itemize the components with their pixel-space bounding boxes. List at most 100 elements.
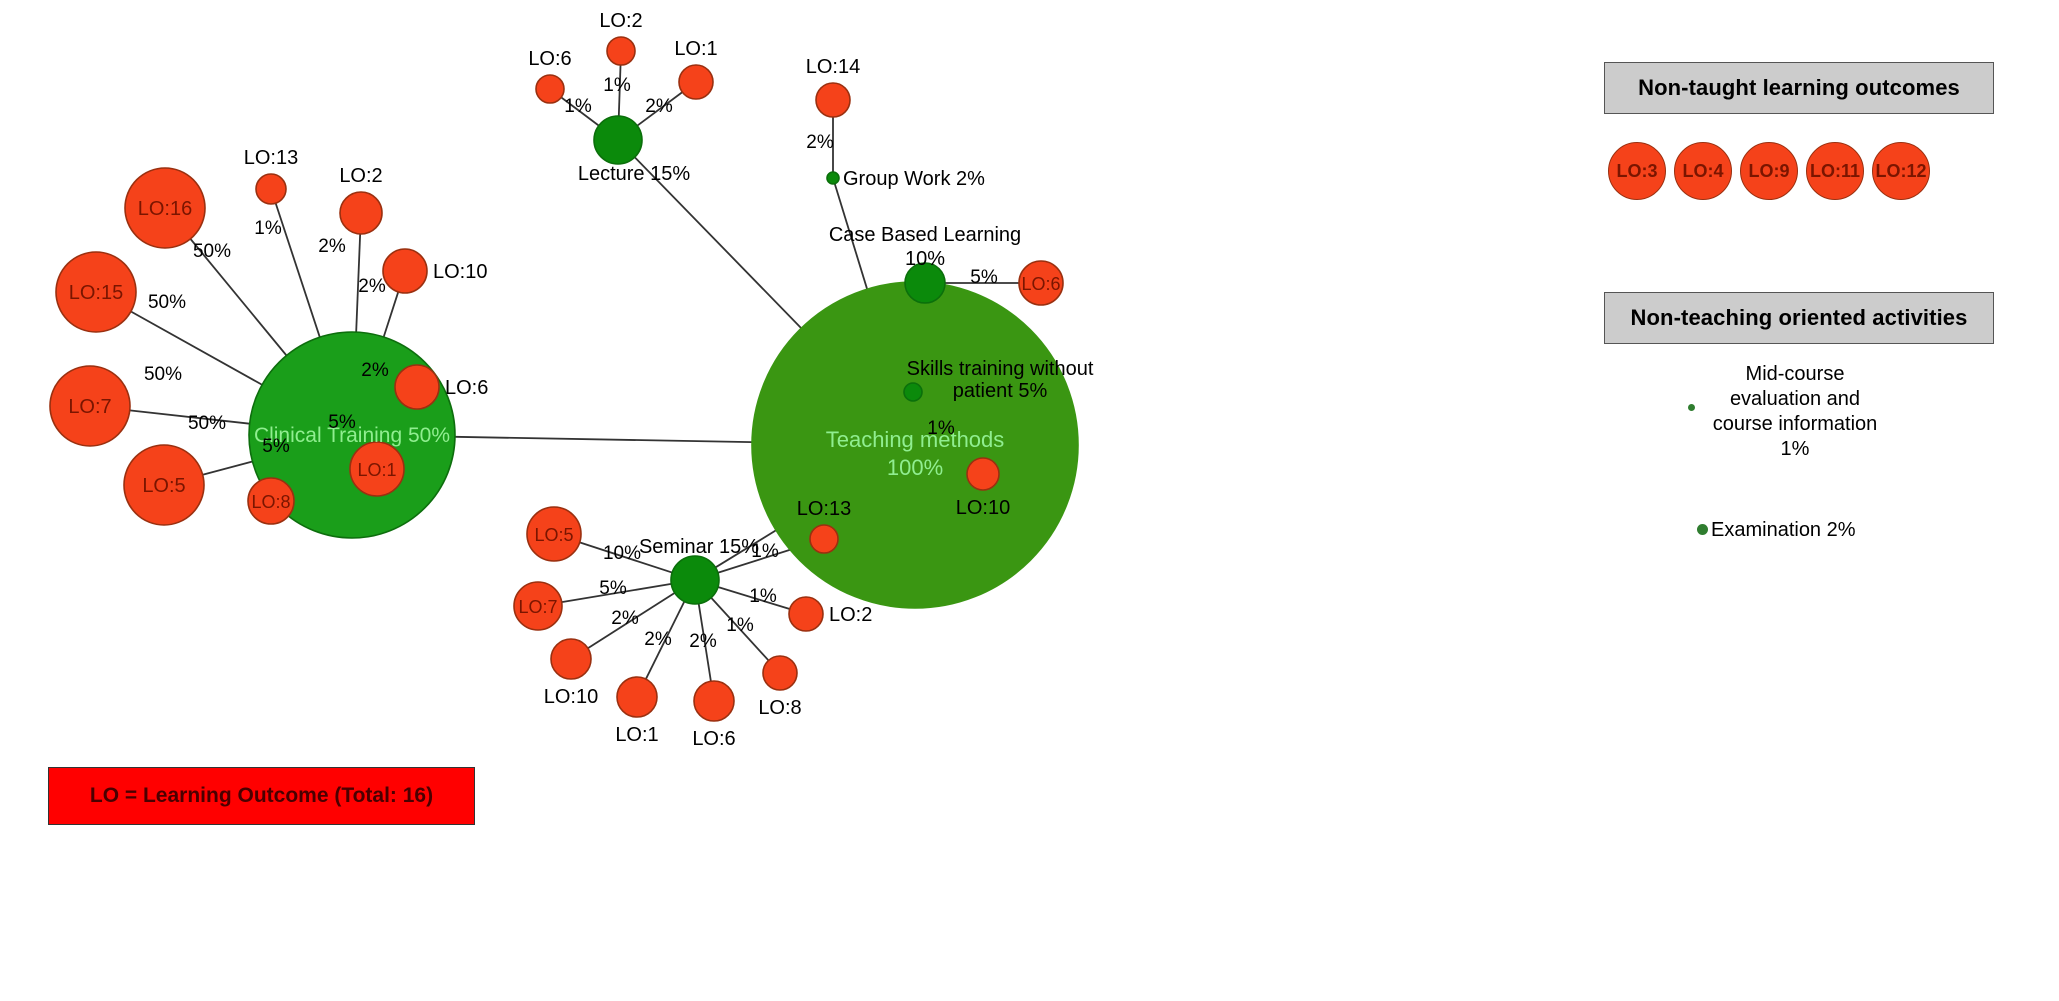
non-taught-lo-circle: LO:12 (1872, 142, 1930, 200)
node-lecture[interactable] (593, 115, 643, 165)
edge-center-to-lecture (634, 156, 802, 329)
node-gw-lo14[interactable] (815, 82, 851, 118)
edge-pct-st-lo10: 1% (927, 418, 955, 439)
edge-pct-sem-lo6: 2% (689, 631, 717, 652)
edge-pct-lo16: 50% (193, 241, 231, 262)
node-sem-lo8[interactable] (762, 655, 798, 691)
non-taught-lo-label: LO:3 (1616, 160, 1658, 181)
node-group-work[interactable] (826, 171, 840, 185)
edge-pct-sem-lo7: 5% (599, 578, 627, 599)
label-lo6: LO:6 (445, 377, 488, 399)
node-lec-lo6[interactable] (535, 74, 565, 104)
mid-course-activity-label: Mid-course evaluation and course informati… (1680, 362, 1910, 462)
node-lo1[interactable] (349, 441, 405, 497)
edge-seminar-to-sem-lo6 (697, 603, 712, 682)
node-lo15[interactable] (55, 251, 137, 333)
edge-pct-lo2: 2% (318, 236, 346, 257)
node-lec-lo1[interactable] (678, 64, 714, 100)
label-case-based-learning-line1: Case Based Learning (829, 224, 1021, 246)
label-sem-lo6: LO:6 (692, 728, 735, 750)
edge-pct-cbl-lo6: 5% (970, 267, 998, 288)
non-teaching-legend-box: Non-teaching oriented activities (1604, 292, 1994, 344)
label-sem-lo13: LO:13 (797, 498, 851, 520)
edges-layer (129, 64, 1019, 682)
non-taught-lo-circle: LO:9 (1740, 142, 1798, 200)
label-lec-lo6: LO:6 (528, 48, 571, 70)
edge-pct-lo6: 2% (361, 360, 389, 381)
edge-seminar-to-sem-lo5 (579, 541, 673, 574)
edge-center-to-seminar (714, 529, 777, 569)
node-lo10[interactable] (382, 248, 428, 294)
label-lo8: LO:8 (251, 492, 290, 512)
node-case-based-learning[interactable] (904, 262, 946, 304)
node-lec-lo2[interactable] (606, 36, 636, 66)
edge-clinical-training-to-lo2 (355, 233, 362, 333)
edge-seminar-to-sem-lo2 (717, 586, 791, 610)
label-lec-lo1: LO:1 (674, 38, 717, 60)
non-taught-lo-label: LO:12 (1875, 160, 1927, 181)
edge-clinical-training-to-lo15 (130, 310, 263, 386)
edge-seminar-to-sem-lo10 (587, 592, 676, 650)
mid-course-bullet-icon (1688, 404, 1695, 411)
lo-key-legend-text: LO = Learning Outcome (Total: 16) (89, 784, 434, 807)
node-sem-lo6[interactable] (693, 680, 735, 722)
node-lo5[interactable] (123, 444, 205, 526)
label-lo1: LO:1 (357, 460, 396, 480)
mid-course-line: course information (1712, 413, 1878, 435)
label-lecture: Lecture 15% (578, 163, 691, 185)
edge-seminar-to-sem-lo7 (561, 583, 672, 603)
node-sem-lo5[interactable] (526, 506, 582, 562)
edge-pct-lo5: 50% (188, 413, 226, 434)
edge-seminar-to-sem-lo8 (710, 597, 770, 662)
label-teaching-methods-line2: 100% (887, 455, 943, 480)
edge-pct-lo8: 5% (262, 436, 290, 457)
node-lo8[interactable] (247, 477, 295, 525)
label-gw-lo14: LO:14 (806, 56, 860, 78)
non-taught-legend-title: Non-taught learning outcomes (1638, 75, 1960, 100)
examination-activity-label: Examination 2% (1711, 519, 1856, 541)
node-lo6[interactable] (394, 364, 440, 410)
edge-pct-sem-lo1: 2% (644, 629, 672, 650)
label-sem-lo5: LO:5 (534, 525, 573, 545)
node-lo7[interactable] (49, 365, 131, 447)
edge-lecture-to-lec-lo6 (560, 96, 600, 127)
node-sem-lo1[interactable] (616, 676, 658, 718)
label-skills-training-line1: Skills training without (907, 358, 1094, 380)
edge-clinical-training-to-lo16 (189, 238, 288, 357)
edge-pct-sem-lo2: 1% (749, 586, 777, 607)
label-sem-lo10: LO:10 (544, 686, 598, 708)
mid-course-line: Mid-course (1745, 363, 1845, 385)
node-st-lo10[interactable] (966, 457, 1000, 491)
node-lo13[interactable] (255, 173, 287, 205)
label-lo13: LO:13 (244, 147, 298, 169)
edge-percent-layer: 50%1%2%2%50%2%50%5%50%5%1%1%2%2%5%1%10% 1… (144, 75, 998, 652)
label-lec-lo2: LO:2 (599, 10, 642, 32)
node-lo2[interactable] (339, 191, 383, 235)
label-case-based-learning-line2: 10% (905, 248, 945, 270)
label-skills-training-line2: patient 5% (953, 380, 1048, 402)
examination-bullet-icon (1697, 524, 1708, 535)
edge-seminar-to-sem-lo1 (645, 601, 686, 680)
non-taught-lo-circle: LO:3 (1608, 142, 1666, 200)
edge-lecture-to-lec-lo2 (617, 64, 622, 117)
label-lo10: LO:10 (433, 261, 487, 283)
node-skills-training[interactable] (903, 382, 923, 402)
node-cbl-lo6[interactable] (1018, 260, 1064, 306)
node-sem-lo7[interactable] (513, 581, 563, 631)
non-taught-lo-label: LO:11 (1809, 160, 1861, 181)
node-sem-lo13[interactable] (809, 524, 839, 554)
label-seminar: Seminar 15% (639, 536, 759, 558)
non-taught-lo-label: LO:4 (1682, 160, 1724, 181)
node-sem-lo10[interactable] (550, 638, 592, 680)
node-lo16[interactable] (124, 167, 206, 249)
label-cbl-lo6: LO:6 (1021, 274, 1060, 294)
node-seminar[interactable] (670, 555, 720, 605)
label-sem-lo1: LO:1 (615, 724, 658, 746)
edge-pct-lo1: 5% (328, 412, 356, 433)
edge-clinical-training-to-lo5 (202, 460, 253, 476)
node-sem-lo2[interactable] (788, 596, 824, 632)
label-sem-lo7: LO:7 (518, 597, 557, 617)
edge-clinical-training-to-lo10 (382, 291, 400, 338)
non-taught-legend-box: Non-taught learning outcomes (1604, 62, 1994, 114)
